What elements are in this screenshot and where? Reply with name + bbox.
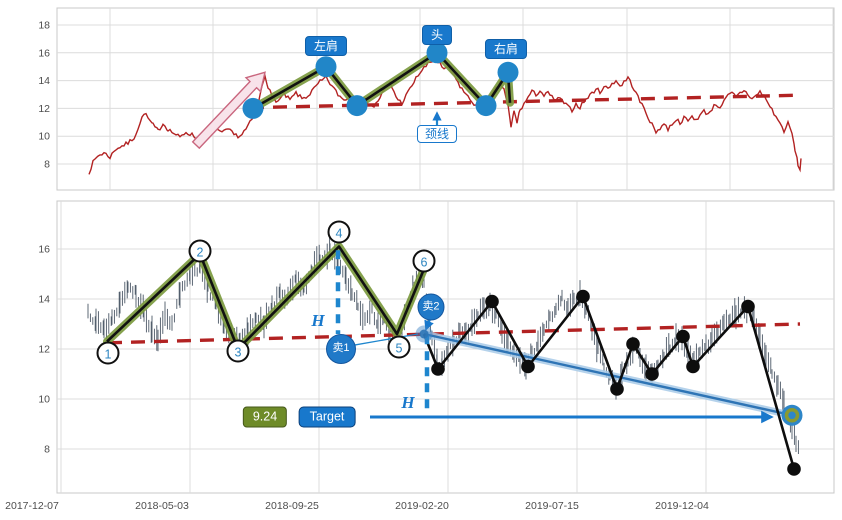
pattern-vertex-dot — [346, 95, 368, 117]
target-trendline — [423, 332, 793, 417]
bottom-y-tick-label: 14 — [38, 294, 50, 306]
x-tick-label: 2019-02-20 — [395, 500, 449, 512]
breakout-point — [419, 329, 429, 339]
bottom-y-tick-label: 8 — [44, 444, 50, 456]
x-tick-label: 2019-12-04 — [655, 500, 709, 512]
zigzag-dot — [787, 462, 801, 476]
height-label-1: H — [311, 311, 325, 330]
post-pattern-zigzag — [422, 295, 796, 470]
wave-point-2: 2 — [188, 239, 212, 263]
wave-point-4: 4 — [327, 220, 351, 244]
wave-point-3: 3 — [226, 339, 250, 363]
neckline — [107, 322, 801, 345]
sell-1-marker: 卖1 — [326, 334, 356, 364]
target-label: Target — [298, 406, 356, 428]
top-y-tick-label: 8 — [44, 159, 50, 171]
zigzag-dot — [431, 362, 445, 376]
bottom-y-tick-label: 12 — [38, 344, 50, 356]
x-tick-label: 2019-07-15 — [525, 500, 579, 512]
top-y-tick-label: 16 — [38, 47, 50, 59]
pattern-vertex-dot — [475, 95, 497, 117]
top-y-tick-label: 10 — [38, 131, 50, 143]
wave-point-6: 6 — [412, 249, 436, 273]
zigzag-dot — [741, 299, 755, 314]
zigzag-dot — [610, 382, 624, 396]
top-y-tick-label: 12 — [38, 103, 50, 115]
head-label: 头 — [421, 25, 453, 45]
uptrend-arrow — [191, 71, 266, 150]
zigzag-dot — [676, 329, 690, 344]
left-shoulder-label: 左肩 — [304, 36, 348, 56]
sell-2-marker: 卖2 — [417, 293, 445, 321]
wave-point-5: 5 — [387, 335, 411, 359]
pattern-vertex-dot — [497, 61, 519, 83]
top-y-tick-label: 18 — [38, 20, 50, 32]
x-tick-label: 2018-05-03 — [135, 500, 189, 512]
height-label-2: H — [401, 393, 415, 412]
zigzag-dot — [576, 289, 590, 304]
sell2-pointer-arrow — [424, 318, 434, 331]
zigzag-dot — [626, 337, 640, 351]
pattern-vertex-dot — [315, 56, 337, 78]
pattern-vertex-dot — [242, 97, 264, 119]
bottom-y-tick-label: 10 — [38, 394, 50, 406]
hs-pattern-bottom — [106, 245, 425, 351]
bottom-y-tick-label: 16 — [38, 244, 50, 256]
neckline-label: 颈线 — [416, 125, 458, 143]
target-point-ring — [784, 408, 800, 423]
x-tick-label: 2017-12-07 — [5, 500, 59, 512]
sell1-pointer-line — [352, 333, 419, 346]
pattern-vertex-dot — [426, 42, 448, 64]
zigzag-dot — [645, 367, 659, 381]
wave-point-1: 1 — [96, 341, 120, 365]
target-point — [781, 404, 803, 426]
x-tick-label: 2018-09-25 — [265, 500, 319, 512]
target-price-label: 9.24 — [242, 406, 288, 428]
zigzag-dot — [521, 359, 535, 374]
zigzag-dot — [686, 359, 700, 374]
zigzag-dot — [485, 294, 499, 309]
top-y-tick-label: 14 — [38, 75, 50, 87]
right-shoulder-label: 右肩 — [484, 39, 528, 59]
